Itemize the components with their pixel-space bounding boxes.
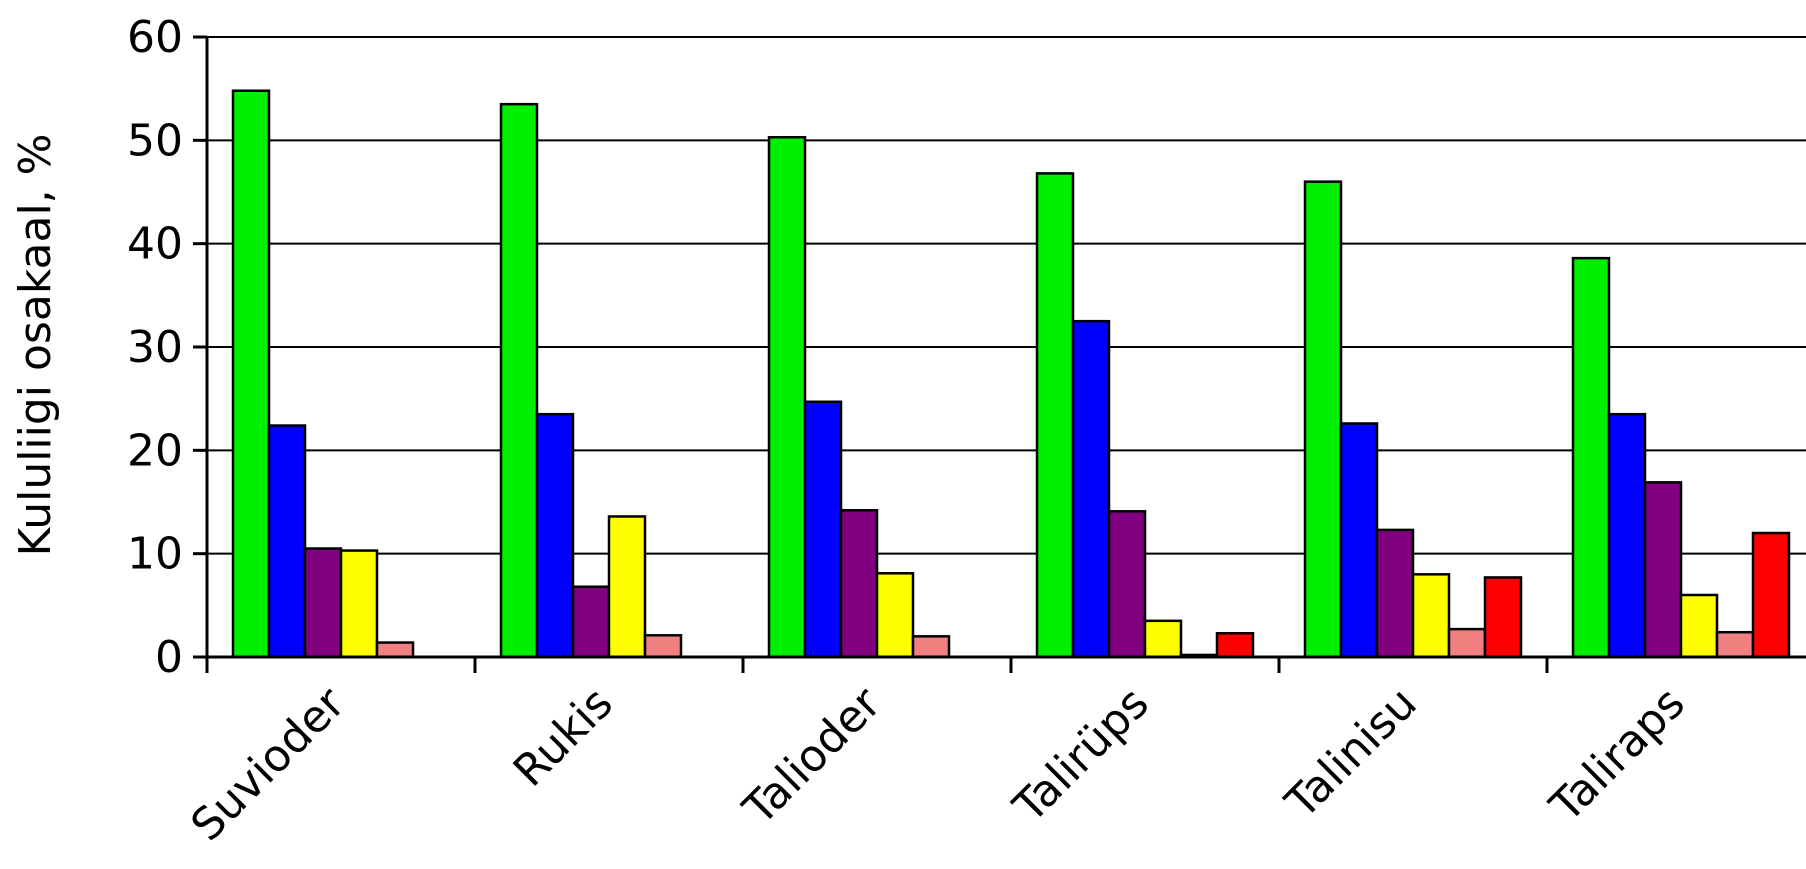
bar — [1571, 256, 1611, 659]
bars — [231, 89, 1791, 659]
bar — [1215, 631, 1255, 659]
axes — [193, 35, 1806, 673]
bar — [1071, 319, 1111, 659]
bar — [803, 400, 843, 659]
bar — [1411, 573, 1451, 659]
x-category-label: Taliraps — [1540, 678, 1695, 833]
bar — [1715, 630, 1755, 659]
bar — [1483, 576, 1523, 659]
y-tick-label: 60 — [127, 12, 183, 63]
labels: 0 10 20 30 40 50 60 Suvioder Rukis Talioder Talirü… — [127, 12, 1695, 851]
bar — [1607, 412, 1647, 659]
x-category-label: Rukis — [504, 678, 623, 797]
bar — [1303, 180, 1343, 659]
bar — [339, 549, 379, 659]
bar — [839, 509, 879, 659]
bar — [1375, 528, 1415, 659]
bar — [499, 102, 539, 659]
bar — [767, 135, 807, 659]
y-tick-label: 20 — [127, 425, 183, 476]
bar — [1339, 422, 1379, 659]
bar — [1679, 593, 1719, 659]
y-tick-label: 0 — [155, 632, 183, 683]
bar — [571, 585, 611, 659]
y-tick-label: 10 — [127, 529, 183, 580]
bar — [1143, 619, 1183, 659]
y-tick-label: 50 — [127, 115, 183, 166]
x-category-label: Talirüps — [1003, 678, 1158, 833]
bar — [535, 412, 575, 659]
bar — [643, 634, 683, 659]
bar — [911, 635, 951, 659]
bar — [267, 424, 307, 659]
bar — [1447, 627, 1487, 659]
bar — [1035, 172, 1075, 659]
x-category-label: Suvioder — [181, 677, 355, 851]
y-tick-label: 30 — [127, 322, 183, 373]
bar — [875, 572, 915, 659]
bar — [375, 641, 415, 659]
x-category-label: Talioder — [733, 677, 891, 835]
bar — [1751, 531, 1791, 659]
bar — [1107, 510, 1147, 659]
bar — [607, 515, 647, 659]
bar — [1643, 481, 1683, 659]
y-axis-title: Kululiigi osakaal, % — [10, 134, 61, 557]
gridlines — [207, 36, 1806, 555]
bar — [231, 89, 271, 659]
x-category-label: Talinisu — [1276, 678, 1427, 829]
y-tick-label: 40 — [127, 219, 183, 270]
bar — [303, 547, 343, 659]
